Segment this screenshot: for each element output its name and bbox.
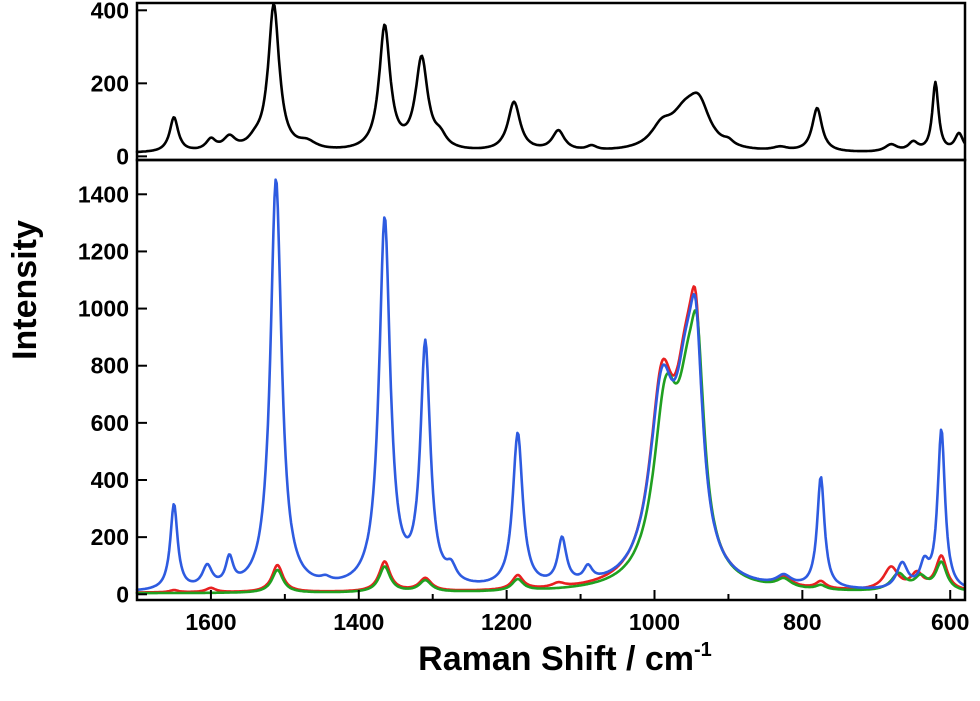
top-series-group [135, 3, 966, 154]
x-tick-label: 600 [931, 609, 969, 635]
bottom-panel: 0 200 400 600 800 1000 1200 1400 1600 1400 1200 10… [78, 158, 969, 635]
top-y-ticks: 0 200 400 [91, 0, 147, 169]
top-y-tick-label: 200 [91, 70, 129, 96]
bottom-series-0-line [135, 285, 966, 594]
bottom-y-tick-label: 1400 [78, 181, 129, 207]
x-axis-title-main: Raman Shift / cm [418, 640, 694, 678]
bottom-y-tick-label: 1000 [78, 296, 129, 322]
top-y-tick-label: 0 [116, 143, 129, 169]
y-axis-title: Intensity [6, 220, 44, 360]
x-tick-label: 1000 [629, 609, 680, 635]
bottom-y-tick-label: 200 [91, 524, 129, 550]
top-panel: 0 200 400 [91, 0, 967, 169]
bottom-panel-frame [135, 158, 967, 602]
bottom-x-ticks: 1600 1400 1200 1000 800 600 [136, 590, 969, 635]
bottom-y-tick-label: 800 [91, 353, 129, 379]
bottom-y-tick-label: 0 [116, 581, 129, 607]
x-tick-label: 1200 [481, 609, 532, 635]
x-axis-title-superscript: -1 [694, 639, 712, 661]
bottom-series-2-line [135, 178, 966, 592]
x-tick-label: 800 [783, 609, 821, 635]
x-tick-label: 1400 [333, 609, 384, 635]
top-panel-frame [135, 1, 967, 162]
bottom-series-group [135, 178, 966, 595]
x-tick-label: 1600 [185, 609, 236, 635]
x-axis-title: Raman Shift / cm-1 [418, 639, 712, 678]
top-series-0-line [135, 3, 966, 154]
top-y-tick-label: 400 [91, 0, 129, 23]
bottom-y-tick-label: 600 [91, 410, 129, 436]
bottom-y-tick-label: 1200 [78, 238, 129, 264]
bottom-series-1-line [135, 309, 966, 595]
bottom-y-ticks: 0 200 400 600 800 1000 1200 1400 [78, 181, 147, 607]
bottom-y-tick-label: 400 [91, 467, 129, 493]
